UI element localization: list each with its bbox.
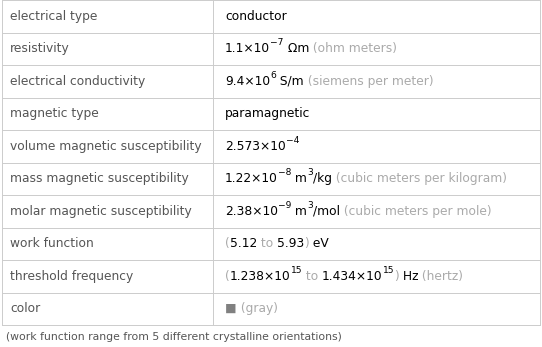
- Text: 5.93: 5.93: [277, 237, 305, 250]
- Text: m: m: [291, 172, 307, 185]
- Text: work function: work function: [10, 237, 94, 250]
- Text: (cubic meters per mole): (cubic meters per mole): [340, 205, 492, 218]
- Text: 1.22×10: 1.22×10: [225, 172, 278, 185]
- Text: ■: ■: [225, 302, 237, 315]
- Text: 5.12: 5.12: [230, 237, 257, 250]
- Text: 1.434×10: 1.434×10: [322, 270, 383, 283]
- Text: conductor: conductor: [225, 10, 287, 23]
- Text: 15: 15: [383, 266, 394, 275]
- Text: color: color: [10, 302, 40, 315]
- Text: 6: 6: [270, 71, 276, 80]
- Text: mass magnetic susceptibility: mass magnetic susceptibility: [10, 172, 189, 185]
- Text: to: to: [257, 237, 277, 250]
- Text: −7: −7: [270, 39, 283, 48]
- Text: −9: −9: [278, 201, 292, 210]
- Text: to: to: [302, 270, 322, 283]
- Text: −4: −4: [286, 136, 299, 145]
- Text: Hz: Hz: [399, 270, 418, 283]
- Text: electrical conductivity: electrical conductivity: [10, 75, 145, 88]
- Text: (ohm meters): (ohm meters): [309, 42, 397, 55]
- Text: ): ): [394, 270, 399, 283]
- Text: magnetic type: magnetic type: [10, 107, 99, 120]
- Text: S/m: S/m: [276, 75, 304, 88]
- Text: (: (: [225, 237, 230, 250]
- Text: 9.4×10: 9.4×10: [225, 75, 270, 88]
- Text: 15: 15: [291, 266, 302, 275]
- Text: 1.1×10: 1.1×10: [225, 42, 270, 55]
- Text: (cubic meters per kilogram): (cubic meters per kilogram): [332, 172, 507, 185]
- Text: (: (: [225, 270, 230, 283]
- Text: paramagnetic: paramagnetic: [225, 107, 311, 120]
- Text: (gray): (gray): [237, 302, 278, 315]
- Text: −8: −8: [278, 168, 291, 177]
- Text: electrical type: electrical type: [10, 10, 98, 23]
- Text: (work function range from 5 different crystalline orientations): (work function range from 5 different cr…: [6, 332, 342, 342]
- Text: eV: eV: [309, 237, 329, 250]
- Text: (hertz): (hertz): [418, 270, 463, 283]
- Text: molar magnetic susceptibility: molar magnetic susceptibility: [10, 205, 192, 218]
- Text: 2.38×10: 2.38×10: [225, 205, 278, 218]
- Text: /kg: /kg: [313, 172, 332, 185]
- Text: /mol: /mol: [313, 205, 340, 218]
- Text: m: m: [292, 205, 307, 218]
- Text: volume magnetic susceptibility: volume magnetic susceptibility: [10, 140, 202, 153]
- Text: Ωm: Ωm: [283, 42, 309, 55]
- Text: ): ): [305, 237, 309, 250]
- Text: 2.573×10: 2.573×10: [225, 140, 286, 153]
- Text: 3: 3: [307, 168, 313, 177]
- Text: 3: 3: [307, 201, 313, 210]
- Text: (siemens per meter): (siemens per meter): [304, 75, 433, 88]
- Text: resistivity: resistivity: [10, 42, 70, 55]
- Text: 1.238×10: 1.238×10: [230, 270, 291, 283]
- Text: threshold frequency: threshold frequency: [10, 270, 133, 283]
